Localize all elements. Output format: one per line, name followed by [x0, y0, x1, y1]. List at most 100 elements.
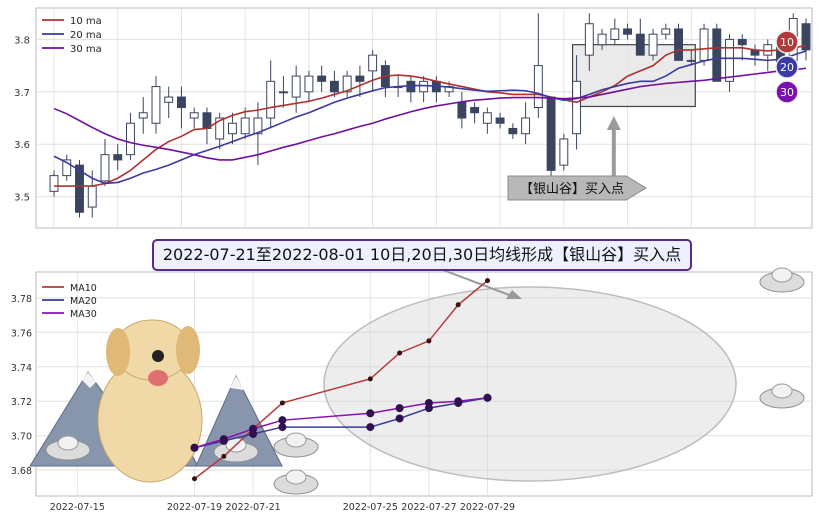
top-legend-label: 30 ma: [70, 44, 102, 55]
top-legend-label: 20 ma: [70, 30, 102, 41]
candle-up: [278, 91, 288, 94]
bottom-x-tick-label: 2022-07-19: [167, 502, 222, 513]
top-y-tick-label: 3.7: [14, 88, 30, 99]
buy-arrow-head: [606, 116, 621, 130]
top-y-tick-label: 3.6: [14, 140, 30, 151]
candlestick-chart: 3.5 3.6 3.7 3.8 10 ma 20 ma 30 ma 10 20 30 【银山谷】买入…: [14, 7, 813, 229]
candle-up: [610, 28, 620, 40]
candle-down: [75, 164, 84, 213]
series-point-MA30: [249, 424, 258, 433]
top-y-tick-label: 3.8: [14, 35, 30, 46]
bottom-x-tick-label: 2022-07-29: [460, 502, 515, 513]
candle-up: [240, 117, 250, 135]
candle-up: [126, 122, 135, 156]
series-point-MA30: [454, 397, 463, 406]
dog-nose: [152, 350, 164, 362]
candle-down: [508, 127, 518, 135]
silver-ingot-top: [57, 435, 79, 451]
candle-up: [291, 75, 301, 98]
series-point-MA20: [366, 423, 375, 432]
candle-down: [113, 154, 123, 161]
candle-up: [138, 112, 148, 119]
candle-up: [189, 112, 199, 119]
candle-down: [801, 23, 811, 51]
pointer-arrow-shaft: [442, 269, 513, 297]
series-point-MA10: [455, 302, 461, 308]
series-point-MA30: [366, 409, 375, 418]
candle-down: [177, 96, 186, 109]
candle-up: [266, 80, 276, 119]
candle-down: [737, 38, 747, 46]
silver-ingot-top: [771, 383, 793, 399]
candle-up: [584, 23, 594, 56]
candle-up: [304, 75, 314, 93]
candle-down: [635, 33, 645, 56]
candle-up: [648, 33, 658, 56]
bottom-y-tick-label: 3.74: [11, 363, 32, 374]
candle-up: [419, 80, 429, 93]
series-point-MA30: [483, 393, 492, 402]
candle-down: [355, 75, 365, 82]
silver-ingot-top: [285, 432, 307, 448]
ma-line-20-ma: [53, 50, 807, 185]
series-point-MA20: [395, 414, 404, 423]
series-point-MA10: [279, 400, 285, 406]
silver-ingot-top: [285, 469, 307, 485]
candle-down: [495, 117, 505, 124]
candle-down: [712, 28, 722, 82]
ma-badge-label: 30: [780, 86, 794, 99]
candle-down: [317, 75, 327, 82]
ma-badge-label: 10: [780, 36, 794, 49]
mountain-illustration: [195, 374, 283, 467]
bottom-y-tick-label: 3.76: [11, 328, 32, 339]
ma-line-10-ma: [54, 44, 807, 187]
series-point-MA10: [426, 338, 432, 344]
mountain-snowcap: [230, 376, 244, 390]
series-point-MA10: [397, 350, 403, 356]
dog-ear: [176, 326, 200, 374]
series-point-MA10: [485, 278, 490, 284]
series-point-MA10: [367, 376, 373, 382]
series-point-MA10: [221, 453, 227, 459]
dog-ear: [106, 328, 130, 376]
candle-up: [49, 175, 59, 192]
bottom-x-tick-label: 2022-07-27: [401, 502, 456, 513]
buy-point-callout: [507, 175, 647, 201]
top-y-tick-label: 3.5: [14, 193, 30, 204]
pointer-arrow-head: [506, 290, 522, 299]
series-point-MA10: [192, 476, 197, 482]
candle-down: [329, 80, 339, 93]
candle-up: [572, 80, 582, 135]
headline-text: 2022-07-21至2022-08-01 10日,20日,30日均线形成【银山…: [162, 245, 682, 264]
candle-down: [470, 107, 480, 114]
candle-up: [597, 33, 607, 46]
series-point-MA30: [219, 435, 228, 444]
candle-up: [227, 122, 237, 135]
candle-up: [521, 117, 531, 135]
ma-badge-20: [775, 55, 799, 79]
candle-up: [686, 59, 696, 62]
dog-tongue: [148, 370, 168, 386]
ma-line-30-ma: [53, 67, 807, 161]
candle-down: [674, 28, 683, 61]
series-point-MA30: [190, 443, 199, 452]
bottom-legend-label: MA30: [70, 309, 97, 320]
top-legend-label: 10 ma: [70, 16, 102, 27]
ma-badge-label: 20: [780, 61, 794, 74]
headline-banner: 2022-07-21至2022-08-01 10日,20日,30日均线形成【银山…: [152, 239, 692, 271]
candle-up: [725, 38, 734, 82]
series-point-MA30: [278, 416, 287, 425]
candle-up: [661, 28, 671, 35]
series-point-MA30: [424, 398, 433, 407]
candle-up: [533, 65, 543, 109]
bottom-y-tick-label: 3.78: [11, 294, 32, 305]
bottom-y-tick-label: 3.72: [11, 397, 32, 408]
bottom-x-tick-label: 2022-07-21: [225, 502, 280, 513]
series-point-MA30: [395, 404, 404, 413]
candle-up: [215, 117, 225, 140]
bottom-legend-label: MA10: [70, 283, 97, 294]
candle-up: [482, 112, 492, 124]
ma-badge-30: [775, 80, 799, 104]
candle-up: [559, 138, 569, 166]
